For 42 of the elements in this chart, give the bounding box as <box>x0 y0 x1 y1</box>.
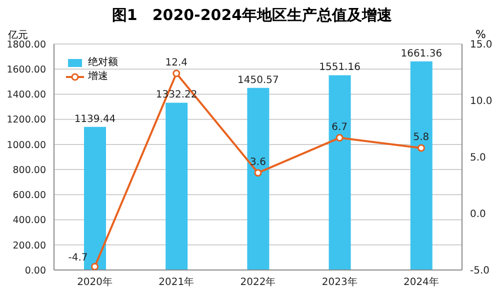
y2-tick-label: 5.0 <box>470 152 486 164</box>
legend-label: 绝对额 <box>88 56 118 70</box>
y-tick-label: 1800.00 <box>6 39 46 50</box>
data-label: 12.4 <box>165 57 188 68</box>
point <box>91 262 99 270</box>
y-tick-label: 800.00 <box>12 164 46 176</box>
y-tick-label: 200.00 <box>12 240 46 252</box>
y-tick-label: 400.00 <box>12 215 46 226</box>
y-tick-label: 1200.00 <box>6 114 46 126</box>
data-label: 5.8 <box>413 132 430 143</box>
y2-tick-label: -5.0 <box>470 266 490 277</box>
point <box>336 134 344 142</box>
bar <box>410 61 432 270</box>
y-tick-label: 600.00 <box>12 190 46 202</box>
bar <box>247 88 270 270</box>
x-tick-label: 2022年 <box>240 276 276 288</box>
x-tick-label: 2020年 <box>77 276 113 288</box>
y2-tick-label: 15.0 <box>470 40 492 51</box>
y2-tick-label: 10.0 <box>470 96 492 108</box>
chart-title: 图1 2020-2024年地区生产总值及增速 <box>110 6 394 26</box>
legend-label: 增速 <box>88 70 108 84</box>
point <box>172 70 180 78</box>
data-label: 1661.36 <box>400 48 442 60</box>
data-label: 1139.44 <box>74 114 116 125</box>
y2-axis-title: % <box>476 28 486 41</box>
point <box>417 144 425 152</box>
y-axis-title: 亿元 <box>8 29 28 41</box>
data-label: 1551.16 <box>319 62 360 74</box>
bar <box>328 75 351 270</box>
point <box>254 169 262 177</box>
y-tick-label: 1600.00 <box>6 64 46 76</box>
data-label: 6.7 <box>332 122 348 133</box>
x-tick-label: 2024年 <box>403 276 439 288</box>
y-tick-label: 1400.00 <box>6 90 46 101</box>
y-tick-label: 0.00 <box>24 265 46 276</box>
x-tick-label: 2021年 <box>158 276 194 288</box>
y2-tick-label: 0.0 <box>470 209 486 220</box>
bar <box>166 102 188 270</box>
y-tick-label: 1000.00 <box>6 140 46 151</box>
x-tick-label: 2023年 <box>322 276 358 288</box>
data-label: 1450.57 <box>238 74 279 86</box>
data-label: 3.6 <box>250 156 266 168</box>
